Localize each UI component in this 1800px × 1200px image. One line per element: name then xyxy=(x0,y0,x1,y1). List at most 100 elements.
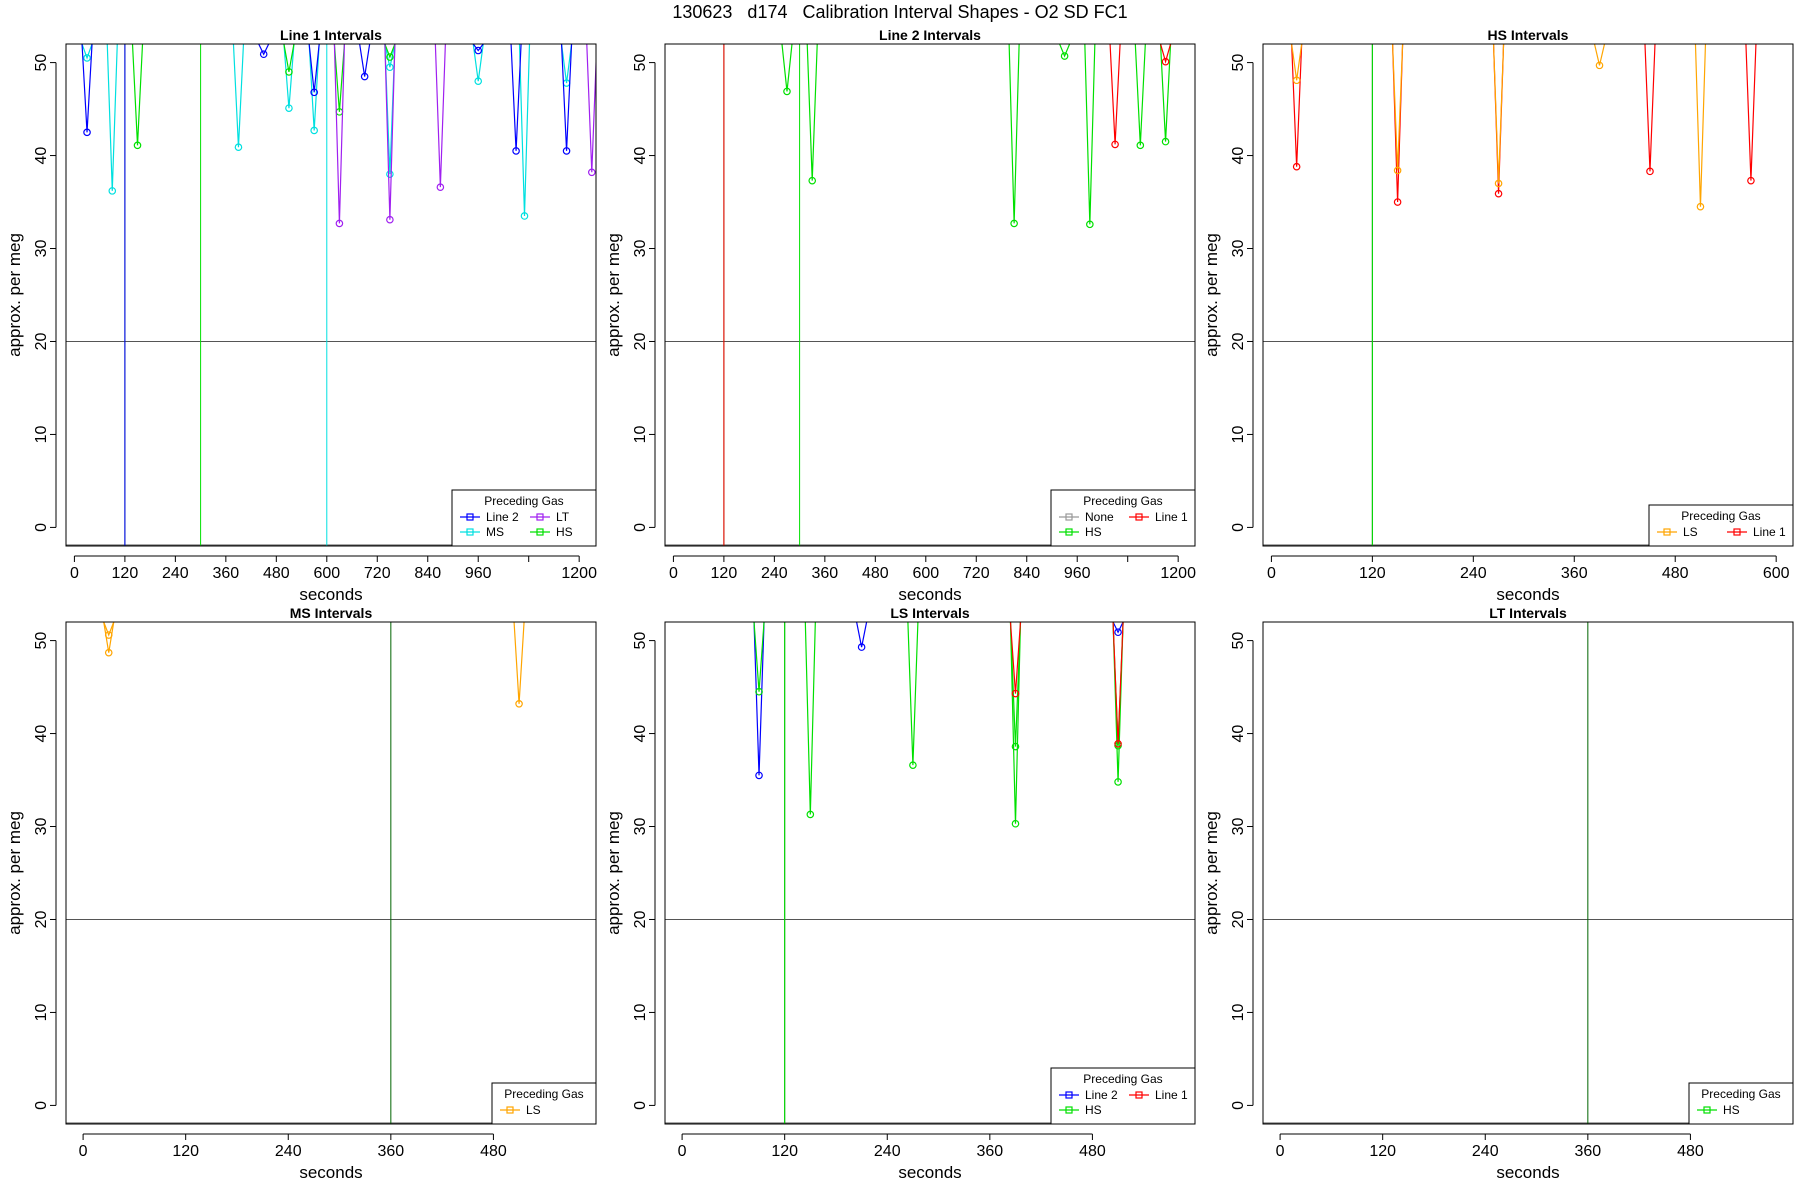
legend-swatch-marker xyxy=(536,513,544,521)
x-axis-label: seconds xyxy=(898,585,961,604)
x-tick-label: 120 xyxy=(1369,1143,1396,1160)
y-tick-label: 0 xyxy=(1230,1101,1247,1110)
series-spike-line-2 xyxy=(856,622,868,648)
y-tick-label: 40 xyxy=(1230,147,1247,165)
legend-swatch-marker xyxy=(1065,1106,1073,1114)
y-tick-label: 50 xyxy=(1230,632,1247,650)
x-tick-label: 600 xyxy=(313,565,340,582)
y-tick-label: 20 xyxy=(1230,332,1247,350)
series-spike-lt xyxy=(586,44,596,173)
data-point-line-1 xyxy=(1011,689,1020,698)
series-spike-hs xyxy=(1084,44,1096,225)
data-point-hs xyxy=(285,68,293,76)
y-tick-label: 20 xyxy=(33,332,50,350)
series-spike-ls xyxy=(103,622,115,653)
data-point-line-2 xyxy=(474,46,483,55)
data-point-ls xyxy=(1696,202,1705,211)
x-axis-label: seconds xyxy=(1496,585,1559,604)
data-point-hs xyxy=(1086,220,1094,229)
series-spike-lt xyxy=(333,44,346,224)
x-tick-label: 1200 xyxy=(1160,565,1196,582)
plot-frame xyxy=(664,621,1196,1125)
x-tick-label: 120 xyxy=(711,565,738,582)
series-spike-hs xyxy=(1009,622,1022,824)
plot-frame xyxy=(664,43,1196,547)
x-tick-label: 120 xyxy=(771,1143,798,1160)
y-tick-label: 0 xyxy=(632,1101,649,1110)
series-spike-lt xyxy=(384,44,396,220)
y-tick-label: 10 xyxy=(33,1003,50,1021)
series-spike-hs xyxy=(384,44,396,59)
legend-swatch-marker xyxy=(1663,528,1671,536)
y-tick-label: 40 xyxy=(632,147,649,165)
x-tick-label: 960 xyxy=(1064,565,1091,582)
x-tick-label: 600 xyxy=(1763,565,1790,582)
plot-area xyxy=(66,622,596,1124)
y-tick-label: 50 xyxy=(1230,54,1247,72)
legend-box xyxy=(1648,504,1794,547)
y-axis-label: approx. per meg xyxy=(5,233,24,357)
y-tick-label: 40 xyxy=(1230,725,1247,743)
x-tick-label: 1200 xyxy=(561,565,597,582)
data-point-hs xyxy=(909,761,917,769)
series-spike-ms xyxy=(106,44,118,191)
y-tick-label: 10 xyxy=(33,425,50,443)
legend-entry-label: Line 2 xyxy=(1085,1088,1118,1102)
series-spike-hs xyxy=(806,44,818,181)
x-tick-label: 600 xyxy=(912,565,939,582)
series-spike-line-1 xyxy=(1291,44,1303,167)
data-point-line-2 xyxy=(360,72,369,81)
series-spike-hs xyxy=(131,44,144,146)
x-axis-label: seconds xyxy=(299,1163,362,1182)
y-tick-label: 0 xyxy=(632,523,649,532)
data-point-line-1 xyxy=(1646,167,1654,176)
series-spike-ms xyxy=(560,44,573,84)
panel-title: LS Intervals xyxy=(890,605,970,621)
panel-3: HS Intervals 0 120 240 360 480 600 seconds 0 10 20… xyxy=(1202,27,1794,604)
series-spike-hs xyxy=(781,44,793,92)
x-tick-label: 480 xyxy=(480,1143,507,1160)
series-spike-line-2 xyxy=(510,44,522,151)
series-spike-ls xyxy=(1291,44,1303,81)
data-point-hs xyxy=(133,141,142,150)
legend-swatch-marker xyxy=(466,528,474,536)
data-point-line-1 xyxy=(1292,162,1301,171)
series-spike-ls xyxy=(1593,44,1606,66)
series-spike-line-2 xyxy=(753,622,765,776)
plot-frame xyxy=(1262,43,1794,547)
data-point-line-1 xyxy=(1161,57,1170,66)
x-tick-label: 0 xyxy=(678,1143,687,1160)
y-tick-label: 20 xyxy=(1230,910,1247,928)
series-spike-hs xyxy=(1059,44,1071,58)
x-tick-label: 360 xyxy=(377,1143,404,1160)
x-tick-label: 840 xyxy=(1013,565,1040,582)
y-axis-label: approx. per meg xyxy=(1202,811,1221,935)
series-spike-line-2 xyxy=(1112,622,1124,634)
data-point-hs xyxy=(1161,137,1170,146)
series-spike-line-2 xyxy=(258,44,270,56)
data-point-line-1 xyxy=(1111,140,1119,149)
series-spike-ls xyxy=(513,622,525,704)
x-tick-label: 0 xyxy=(79,1143,88,1160)
series-spike-line-1 xyxy=(1644,44,1656,172)
y-tick-label: 10 xyxy=(632,425,649,443)
data-point-line-2 xyxy=(83,128,91,137)
x-tick-label: 360 xyxy=(976,1143,1003,1160)
legend-box xyxy=(451,489,597,547)
series-spike-line-2 xyxy=(359,44,371,77)
legend-swatch-marker xyxy=(1733,528,1741,536)
panel-title: Line 1 Intervals xyxy=(280,27,382,43)
legend-title: Preceding Gas xyxy=(1083,1072,1162,1086)
legend-box xyxy=(491,1082,597,1125)
y-tick-label: 10 xyxy=(1230,425,1247,443)
y-axis-label: approx. per meg xyxy=(1202,233,1221,357)
series-spike-ms xyxy=(472,44,484,82)
legend-entry-label: Line 2 xyxy=(486,510,519,524)
legend-swatch-marker xyxy=(1065,528,1073,536)
data-point-line-2 xyxy=(562,147,571,155)
series-spike-ms xyxy=(384,44,396,68)
y-tick-label: 10 xyxy=(1230,1003,1247,1021)
x-tick-label: 480 xyxy=(1677,1143,1704,1160)
x-tick-label: 0 xyxy=(1267,565,1276,582)
legend-box xyxy=(1688,1082,1794,1125)
